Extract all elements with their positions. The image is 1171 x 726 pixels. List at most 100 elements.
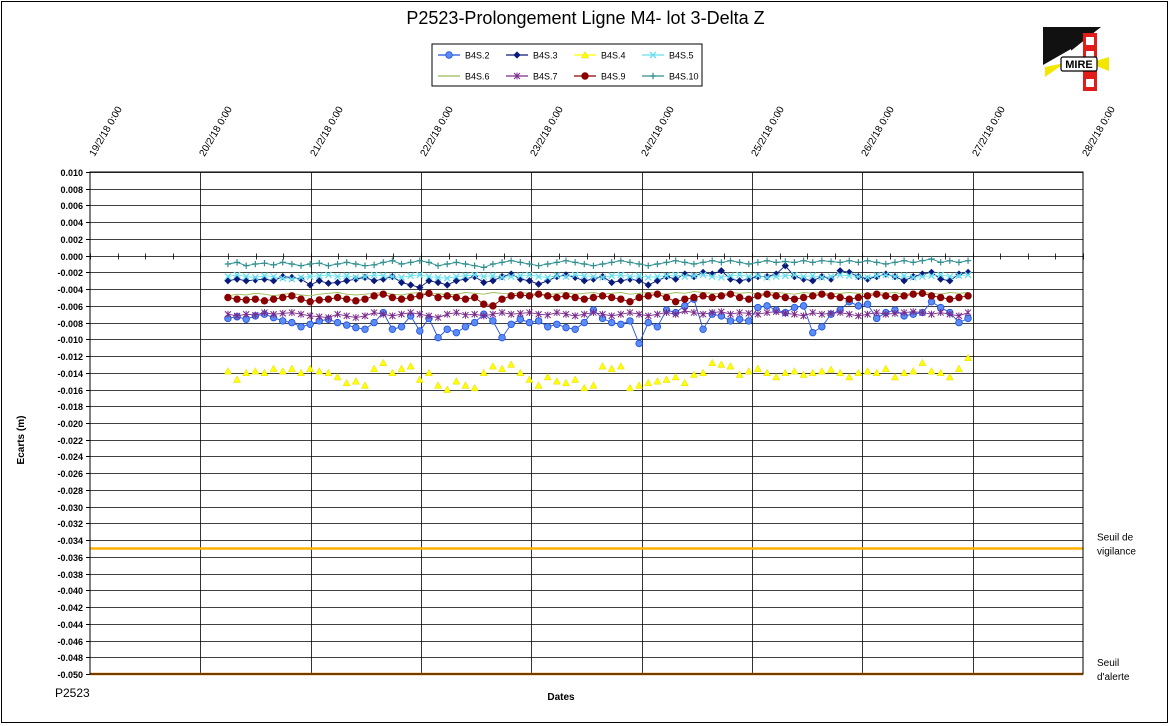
data-point — [799, 302, 808, 310]
data-point — [672, 257, 679, 264]
data-point — [855, 259, 862, 266]
y-tick-label: 0.000 — [60, 252, 83, 262]
data-point — [644, 312, 652, 320]
data-point — [279, 274, 287, 282]
mire-logo: MIRE — [1043, 27, 1111, 93]
data-point — [389, 312, 396, 320]
data-point — [489, 260, 497, 268]
data-point — [726, 317, 735, 325]
data-point — [817, 367, 826, 375]
data-point — [836, 259, 844, 266]
data-point — [946, 295, 954, 303]
data-point — [507, 320, 515, 328]
data-point — [498, 259, 506, 266]
data-point — [534, 317, 543, 325]
data-point — [927, 292, 936, 300]
data-point — [589, 293, 598, 302]
data-point — [443, 281, 451, 289]
data-point — [471, 310, 478, 318]
data-point — [744, 367, 753, 375]
data-point — [873, 309, 881, 317]
data-point — [616, 362, 625, 370]
data-point — [845, 295, 853, 303]
data-point — [580, 383, 589, 392]
data-point — [370, 292, 378, 300]
data-point — [425, 368, 433, 377]
data-point — [370, 277, 378, 285]
threshold-label: Seuil — [1097, 658, 1119, 669]
data-point — [763, 302, 771, 310]
data-point — [407, 259, 414, 266]
data-point — [288, 260, 296, 268]
data-point — [754, 272, 762, 280]
data-point — [480, 300, 488, 308]
axes: 0.010 0.008 0.006 0.004 0.002 0.000 -0.002 -0.0… — [57, 104, 1118, 680]
data-point — [343, 312, 351, 320]
y-tick-label: 0.010 — [60, 168, 83, 178]
data-point — [516, 309, 524, 317]
data-point — [416, 327, 424, 335]
data-point — [955, 318, 963, 327]
data-point — [708, 309, 716, 317]
y-tick-label: 0.004 — [60, 218, 83, 228]
data-point — [882, 292, 890, 300]
data-point — [297, 368, 305, 377]
data-point — [526, 271, 533, 279]
data-point — [818, 310, 826, 318]
data-point — [598, 362, 607, 370]
data-point — [790, 367, 799, 375]
data-point — [699, 292, 707, 300]
data-point — [845, 268, 853, 277]
data-point — [242, 368, 251, 377]
data-point — [297, 262, 305, 269]
data-point — [617, 271, 625, 279]
legend: B4S.2 B4S.3 B4S.4 B4S.5 B4S.6 B4S.7 B4S.9 B4S.1… — [431, 43, 703, 87]
data-point — [434, 333, 442, 342]
grid — [90, 172, 1083, 675]
data-point — [480, 273, 488, 281]
data-point — [398, 310, 405, 318]
data-point — [443, 325, 451, 333]
data-point — [781, 309, 789, 317]
data-point — [471, 262, 478, 269]
data-point — [772, 273, 780, 281]
data-point — [498, 364, 506, 372]
data-point — [928, 310, 935, 318]
data-point — [580, 277, 588, 285]
data-point — [553, 259, 561, 266]
data-point — [361, 325, 369, 333]
data-point — [361, 262, 369, 269]
data-point — [288, 318, 296, 327]
data-point — [297, 295, 305, 303]
data-point — [745, 309, 753, 317]
data-point — [535, 262, 542, 269]
data-point — [946, 277, 954, 285]
data-point — [306, 312, 314, 320]
y-tick-label: -0.010 — [57, 335, 83, 345]
data-point — [726, 290, 735, 298]
data-point — [517, 259, 524, 266]
data-point — [333, 318, 342, 327]
data-point — [617, 277, 625, 285]
data-point — [919, 257, 926, 264]
x-tick-label: 28/2/18 0:00 — [1081, 104, 1119, 158]
data-point — [489, 272, 497, 280]
y-tick-label: -0.048 — [57, 653, 83, 663]
data-point — [763, 257, 771, 264]
data-point — [781, 272, 789, 280]
data-point — [342, 378, 351, 387]
data-point — [873, 272, 881, 280]
data-point — [516, 315, 525, 323]
data-point — [279, 259, 286, 266]
data-point — [425, 289, 433, 298]
data-point — [361, 312, 369, 320]
data-point — [845, 310, 853, 318]
data-point — [936, 293, 945, 302]
y-tick-label: -0.008 — [57, 319, 83, 329]
data-point — [224, 277, 232, 285]
data-point — [727, 272, 734, 280]
data-point — [663, 259, 670, 266]
data-point — [470, 383, 479, 392]
legend-label: B4S.10 — [669, 72, 699, 82]
y-tick-label: -0.030 — [57, 503, 83, 513]
